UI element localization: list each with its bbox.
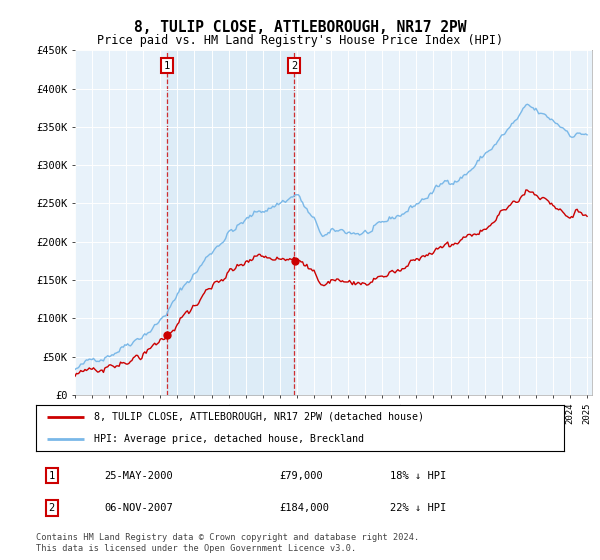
Text: £79,000: £79,000 xyxy=(279,470,323,480)
Text: Contains HM Land Registry data © Crown copyright and database right 2024.
This d: Contains HM Land Registry data © Crown c… xyxy=(36,533,419,553)
Text: 2: 2 xyxy=(49,503,55,513)
Text: 06-NOV-2007: 06-NOV-2007 xyxy=(104,503,173,513)
Text: 1: 1 xyxy=(49,470,55,480)
Text: HPI: Average price, detached house, Breckland: HPI: Average price, detached house, Brec… xyxy=(94,434,364,444)
Text: 22% ↓ HPI: 22% ↓ HPI xyxy=(390,503,446,513)
Text: 1: 1 xyxy=(164,60,170,71)
Text: Price paid vs. HM Land Registry's House Price Index (HPI): Price paid vs. HM Land Registry's House … xyxy=(97,34,503,46)
Text: 18% ↓ HPI: 18% ↓ HPI xyxy=(390,470,446,480)
Text: 25-MAY-2000: 25-MAY-2000 xyxy=(104,470,173,480)
Text: 8, TULIP CLOSE, ATTLEBOROUGH, NR17 2PW: 8, TULIP CLOSE, ATTLEBOROUGH, NR17 2PW xyxy=(134,20,466,35)
Text: £184,000: £184,000 xyxy=(279,503,329,513)
Text: 2: 2 xyxy=(291,60,297,71)
Text: 8, TULIP CLOSE, ATTLEBOROUGH, NR17 2PW (detached house): 8, TULIP CLOSE, ATTLEBOROUGH, NR17 2PW (… xyxy=(94,412,424,422)
